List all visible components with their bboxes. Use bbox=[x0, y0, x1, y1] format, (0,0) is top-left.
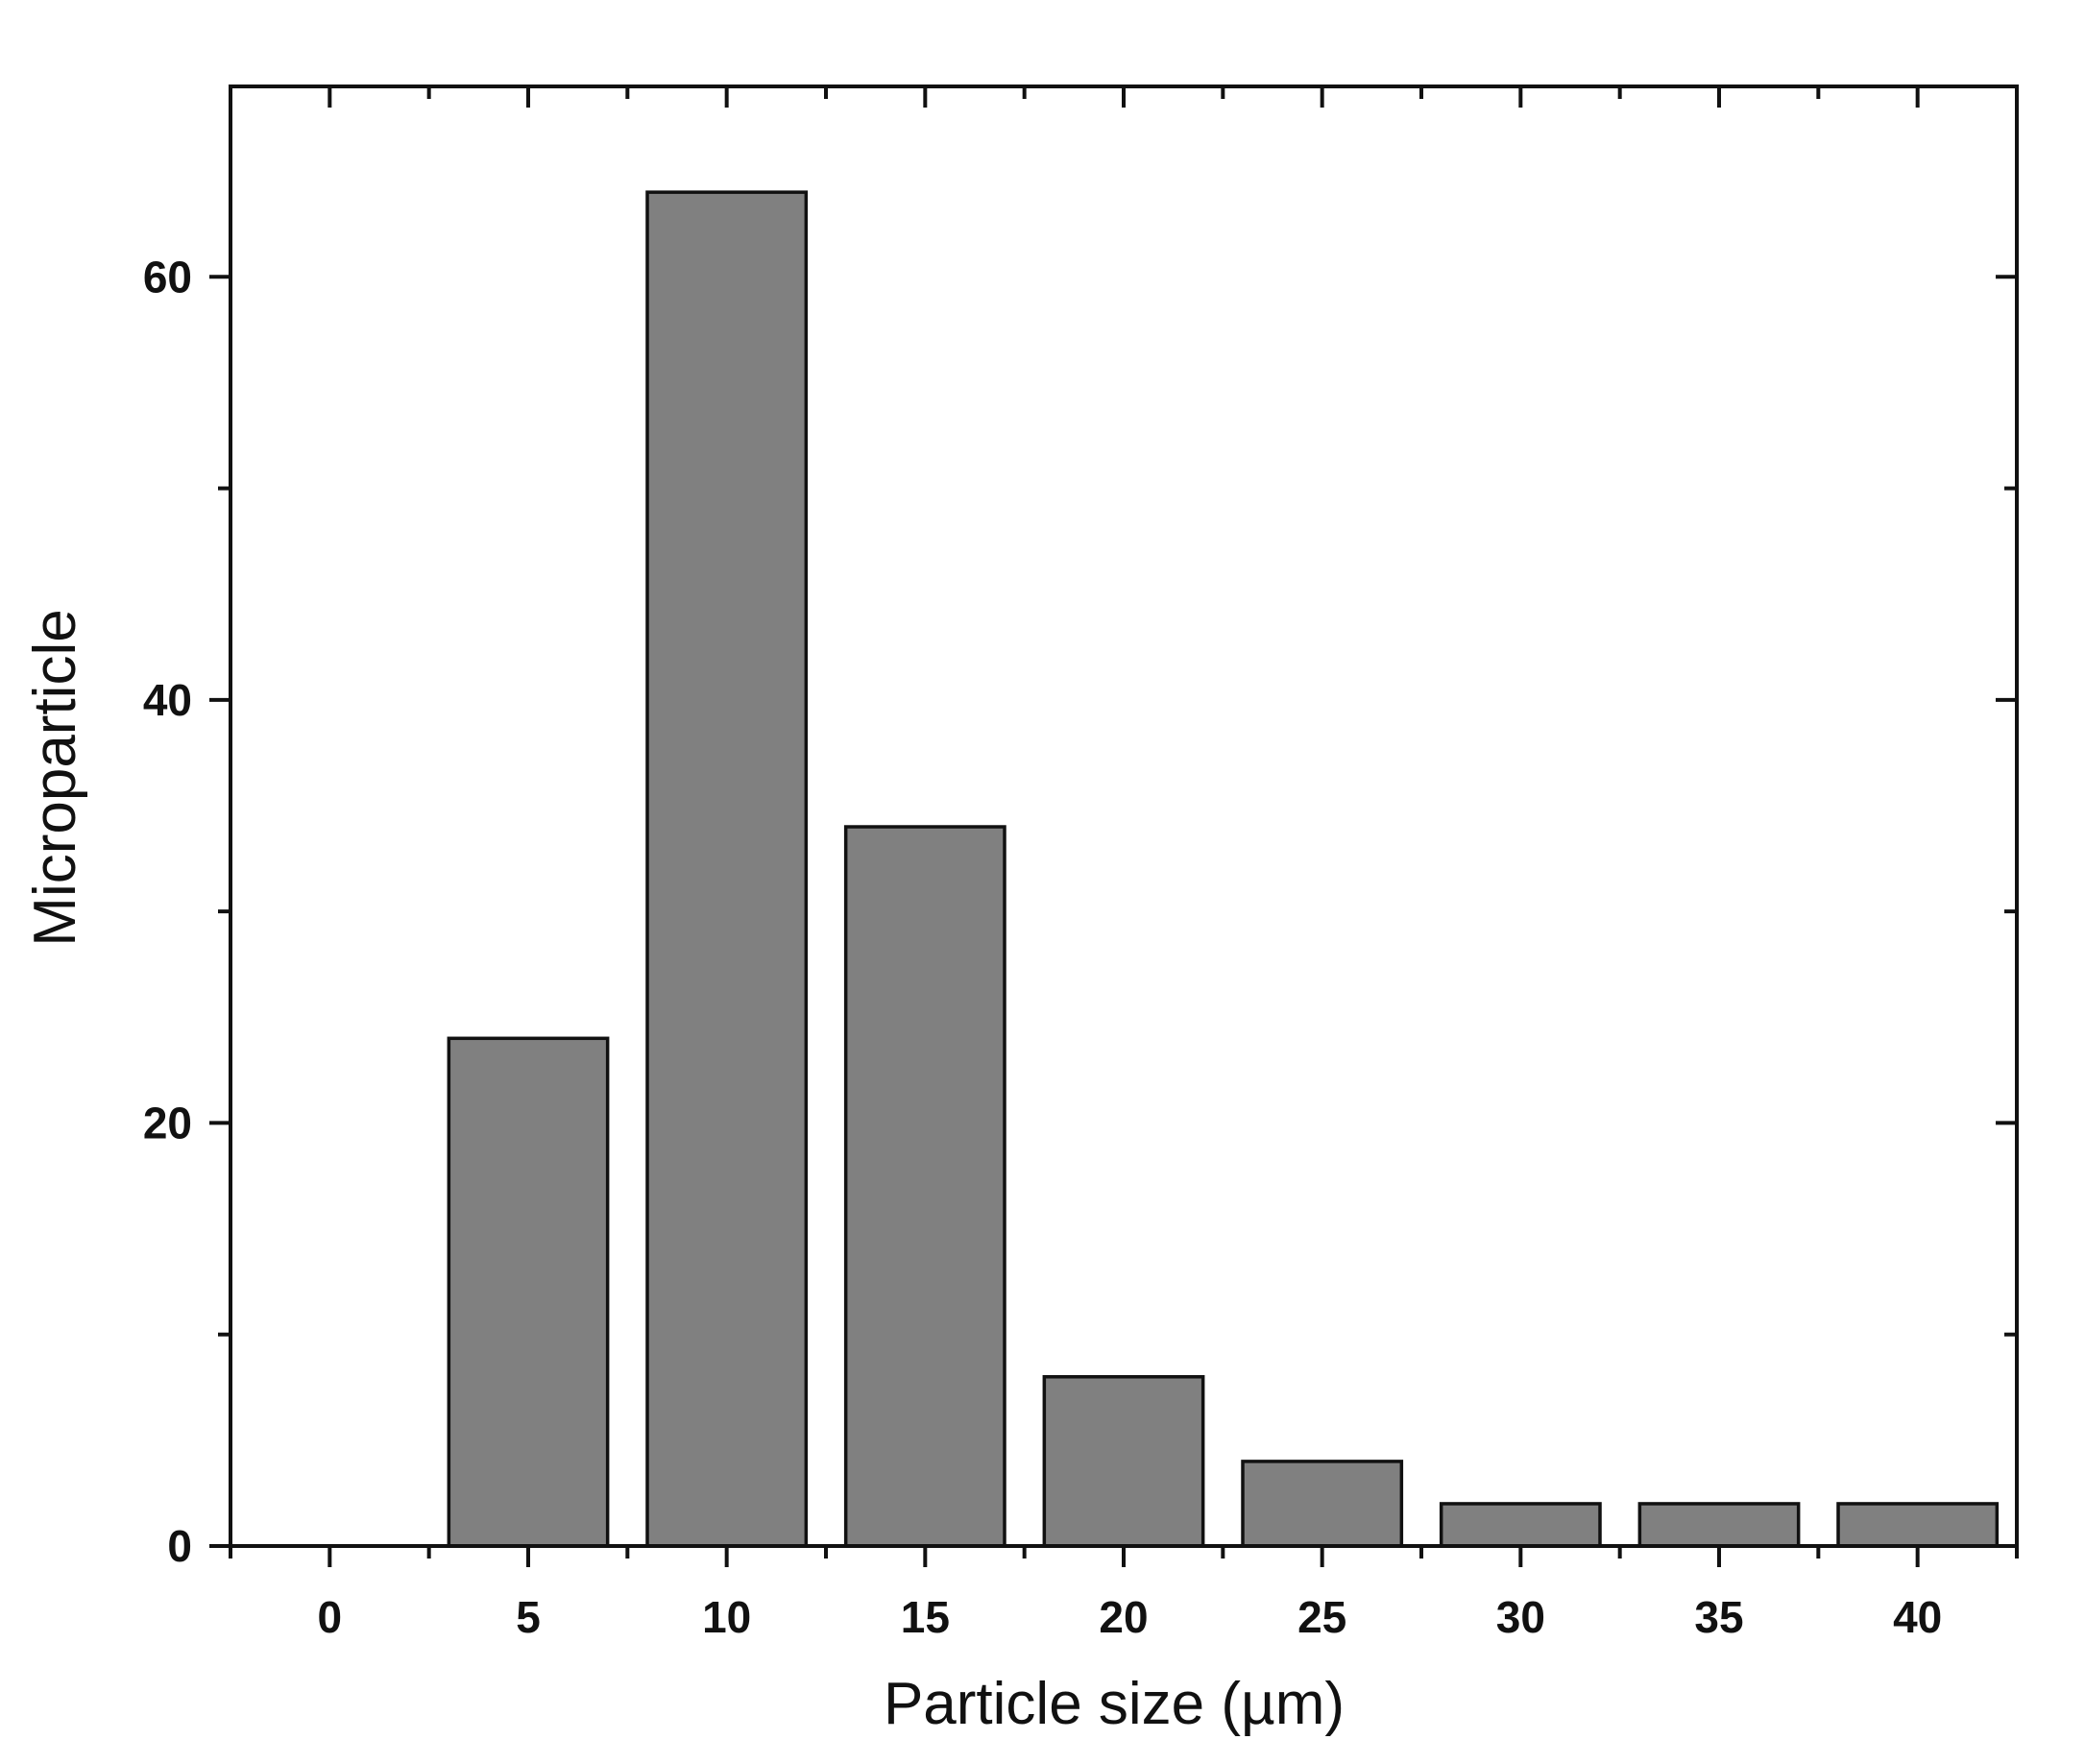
bar-5 bbox=[447, 1036, 610, 1548]
bar-30 bbox=[1439, 1502, 1602, 1548]
x-tick-label-25: 25 bbox=[1297, 1592, 1346, 1642]
x-axis-title: Particle size (µm) bbox=[884, 1671, 1345, 1737]
x-tick-label-15: 15 bbox=[901, 1592, 950, 1642]
bar-35 bbox=[1637, 1502, 1801, 1548]
bar-10 bbox=[645, 190, 809, 1548]
x-tick-label-40: 40 bbox=[1893, 1592, 1942, 1642]
tick-labels-group: 0 5 10 15 20 25 30 35 40 0 20 40 60 bbox=[143, 252, 1942, 1642]
y-tick-label-40: 40 bbox=[143, 675, 192, 725]
bars-group bbox=[447, 190, 2000, 1548]
x-tick-label-5: 5 bbox=[516, 1592, 541, 1642]
x-tick-label-10: 10 bbox=[702, 1592, 751, 1642]
bar-40 bbox=[1836, 1502, 2000, 1548]
bar-20 bbox=[1042, 1375, 1205, 1548]
plot-frame bbox=[229, 85, 2019, 1548]
x-tick-label-20: 20 bbox=[1099, 1592, 1148, 1642]
y-tick-label-60: 60 bbox=[143, 252, 192, 302]
x-tick-label-0: 0 bbox=[318, 1592, 343, 1642]
y-tick-label-0: 0 bbox=[167, 1521, 192, 1571]
bar-25 bbox=[1241, 1460, 1404, 1548]
x-tick-label-30: 30 bbox=[1496, 1592, 1545, 1642]
x-tick-label-35: 35 bbox=[1694, 1592, 1743, 1642]
y-tick-label-20: 20 bbox=[143, 1098, 192, 1148]
y-axis-title: Microparticle bbox=[22, 609, 88, 946]
bar-15 bbox=[843, 825, 1006, 1548]
